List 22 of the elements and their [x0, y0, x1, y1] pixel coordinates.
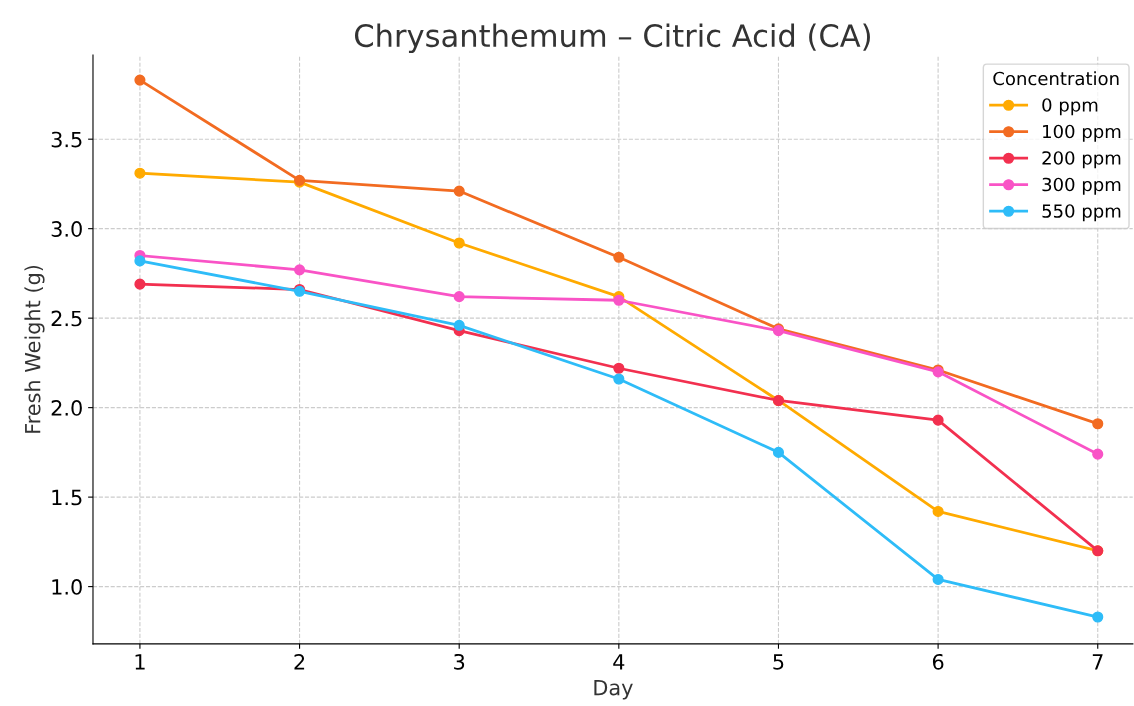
legend-label: 200 ppm: [1042, 151, 1121, 169]
x-tick-label: 4: [613, 654, 625, 670]
x-tick-label: 5: [773, 654, 784, 670]
legend-title: Concentration: [993, 71, 1119, 86]
chart-title: Chrysanthemum – Citric Acid (CA): [354, 23, 870, 54]
y-tick-label: 1.5: [52, 489, 82, 506]
x-tick-label: 6: [932, 653, 944, 670]
y-tick-label: 2.0: [51, 400, 82, 416]
y-tick-label: 2.5: [51, 310, 82, 327]
x-tick-label: 1: [135, 654, 145, 670]
y-tick-label: 3.5: [51, 131, 82, 148]
x-tick-label: 2: [294, 653, 305, 670]
y-tick-label: 1.0: [52, 579, 82, 595]
y-axis-title: Fresh Weight (g): [24, 265, 45, 433]
y-tick-label: 3.0: [51, 221, 82, 237]
legend-label: 100 ppm: [1043, 124, 1121, 142]
x-tick-label: 7: [1092, 654, 1103, 670]
legend-label: 550 ppm: [1042, 204, 1121, 222]
x-tick-label: 3: [454, 653, 465, 670]
legend-label: 300 ppm: [1042, 177, 1121, 195]
legend-label: 0 ppm: [1042, 98, 1098, 116]
x-axis-title: Day: [594, 679, 633, 700]
